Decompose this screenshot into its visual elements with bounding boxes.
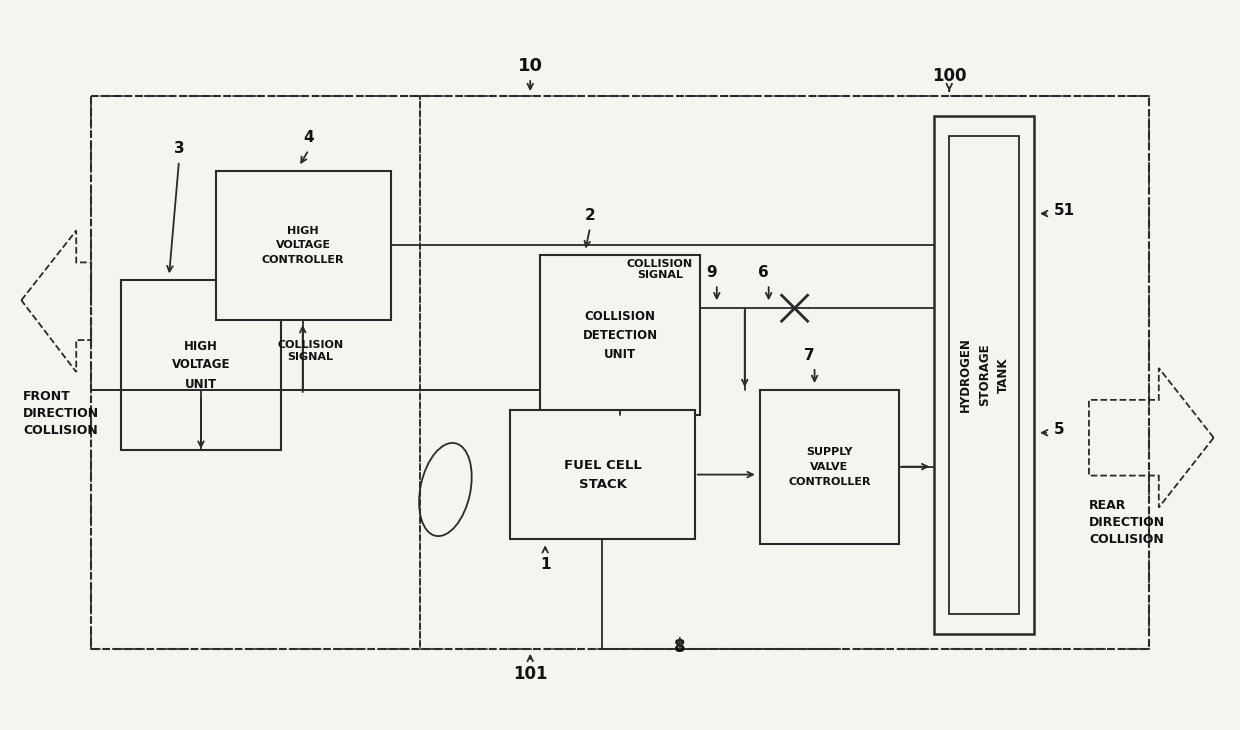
- Text: REAR
DIRECTION
COLLISION: REAR DIRECTION COLLISION: [1089, 499, 1166, 547]
- Text: 4: 4: [304, 131, 314, 145]
- Text: 8: 8: [675, 638, 686, 656]
- Bar: [510, 410, 694, 539]
- Text: SUPPLY
VALVE
CONTROLLER: SUPPLY VALVE CONTROLLER: [789, 447, 870, 487]
- Text: COLLISION
DETECTION
UNIT: COLLISION DETECTION UNIT: [583, 310, 657, 361]
- Bar: [216, 171, 391, 320]
- Text: 2: 2: [585, 208, 595, 223]
- Bar: [541, 255, 699, 415]
- Text: 9: 9: [707, 265, 717, 280]
- Bar: [950, 136, 1019, 614]
- Text: 5: 5: [1054, 422, 1065, 437]
- Bar: [760, 390, 899, 545]
- Text: 6: 6: [759, 265, 769, 280]
- Text: 51: 51: [1054, 203, 1075, 218]
- Text: HYDROGEN
STORAGE
TANK: HYDROGEN STORAGE TANK: [959, 337, 1009, 412]
- Text: FRONT
DIRECTION
COLLISION: FRONT DIRECTION COLLISION: [24, 390, 99, 437]
- Text: 10: 10: [518, 57, 543, 75]
- Text: 1: 1: [539, 557, 551, 572]
- Text: 101: 101: [513, 665, 547, 683]
- Bar: [934, 116, 1034, 634]
- Text: FUEL CELL
STACK: FUEL CELL STACK: [564, 458, 641, 491]
- Text: 100: 100: [932, 67, 966, 85]
- Bar: [92, 96, 1148, 649]
- Text: HIGH
VOLTAGE
UNIT: HIGH VOLTAGE UNIT: [171, 339, 231, 391]
- Text: 3: 3: [174, 142, 185, 156]
- Text: COLLISION
SIGNAL: COLLISION SIGNAL: [627, 258, 693, 280]
- Bar: [420, 96, 1148, 649]
- Text: 7: 7: [805, 347, 815, 363]
- Text: COLLISION
SIGNAL: COLLISION SIGNAL: [278, 340, 343, 362]
- Bar: [122, 280, 280, 450]
- Text: HIGH
VOLTAGE
CONTROLLER: HIGH VOLTAGE CONTROLLER: [262, 226, 345, 265]
- Bar: [92, 96, 420, 649]
